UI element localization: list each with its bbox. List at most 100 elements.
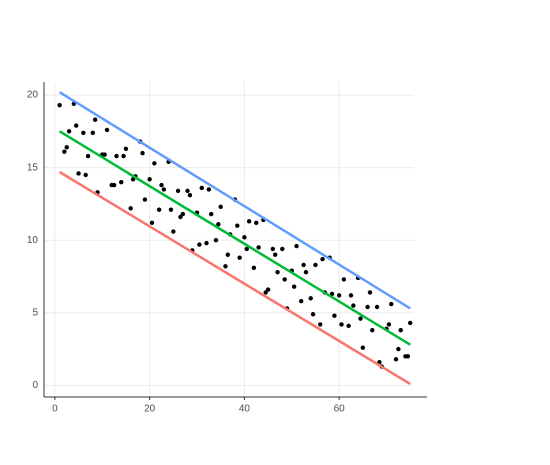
fit-line: [58, 170, 411, 386]
point: [291, 284, 297, 289]
point: [272, 252, 278, 257]
point: [218, 204, 223, 210]
point: [111, 182, 117, 188]
point: [171, 229, 176, 234]
point: [178, 214, 183, 220]
point: [147, 177, 152, 182]
point: [265, 287, 271, 292]
fit-line: [58, 130, 411, 346]
point: [149, 220, 155, 226]
fit-line: [58, 91, 411, 310]
point: [83, 172, 88, 178]
point: [90, 130, 95, 136]
point: [303, 269, 309, 275]
point: [393, 357, 399, 362]
point: [123, 146, 129, 151]
point: [175, 188, 181, 194]
point: [389, 301, 394, 307]
point: [275, 269, 280, 275]
point: [365, 304, 370, 310]
point: [254, 220, 259, 226]
x-tick-label: 40: [239, 404, 251, 415]
point: [346, 323, 351, 329]
point: [64, 145, 69, 150]
point: [282, 277, 287, 282]
point: [317, 322, 323, 327]
point: [280, 246, 285, 252]
point: [140, 150, 145, 156]
point: [62, 149, 67, 154]
point: [398, 328, 403, 333]
point: [92, 117, 98, 122]
point: [223, 264, 228, 269]
point: [156, 207, 162, 212]
point: [336, 293, 342, 298]
point: [66, 129, 72, 134]
y-tick-label: 10: [27, 235, 39, 246]
point: [246, 219, 252, 224]
point: [299, 298, 304, 304]
point: [209, 211, 214, 217]
point: [301, 262, 306, 268]
point: [405, 354, 411, 359]
point: [204, 240, 209, 246]
point: [74, 123, 79, 128]
point: [374, 304, 380, 310]
point: [308, 296, 313, 301]
point: [263, 290, 268, 295]
point: [396, 346, 401, 352]
point: [128, 206, 133, 211]
point: [251, 265, 257, 271]
point: [152, 161, 157, 166]
point: [206, 187, 212, 192]
point: [320, 256, 325, 262]
point: [104, 127, 110, 133]
point: [159, 182, 164, 188]
point: [216, 222, 221, 227]
point: [225, 252, 231, 257]
point: [370, 328, 375, 333]
point: [119, 179, 124, 185]
y-tick-label: 15: [27, 162, 39, 173]
x-tick-label: 60: [334, 404, 346, 415]
point: [114, 153, 119, 159]
point: [408, 320, 413, 326]
point: [367, 290, 373, 295]
point: [235, 223, 240, 228]
point: [244, 246, 249, 252]
point: [313, 262, 318, 268]
point: [76, 171, 81, 176]
point: [294, 243, 299, 249]
point: [237, 255, 242, 260]
point: [85, 153, 91, 159]
point: [81, 130, 86, 136]
point: [197, 242, 202, 247]
point: [270, 246, 276, 252]
point: [199, 185, 204, 191]
point: [185, 188, 190, 194]
point: [161, 187, 167, 192]
x-tick-label: 0: [52, 404, 58, 415]
point: [168, 207, 174, 212]
point: [339, 322, 344, 327]
point: [386, 322, 392, 327]
point: [242, 235, 247, 240]
point: [180, 211, 186, 217]
point: [332, 313, 337, 318]
point: [348, 293, 354, 298]
y-tick-label: 0: [32, 380, 38, 391]
point: [187, 193, 193, 198]
y-tick-label: 20: [27, 90, 39, 101]
y-tick-label: 5: [32, 307, 38, 318]
point: [358, 316, 363, 321]
point: [102, 152, 107, 157]
x-tick-label: 20: [144, 404, 156, 415]
point: [341, 277, 347, 282]
point: [256, 245, 261, 250]
point: [360, 345, 366, 350]
point: [213, 238, 219, 243]
point: [57, 103, 62, 108]
point: [121, 153, 126, 159]
